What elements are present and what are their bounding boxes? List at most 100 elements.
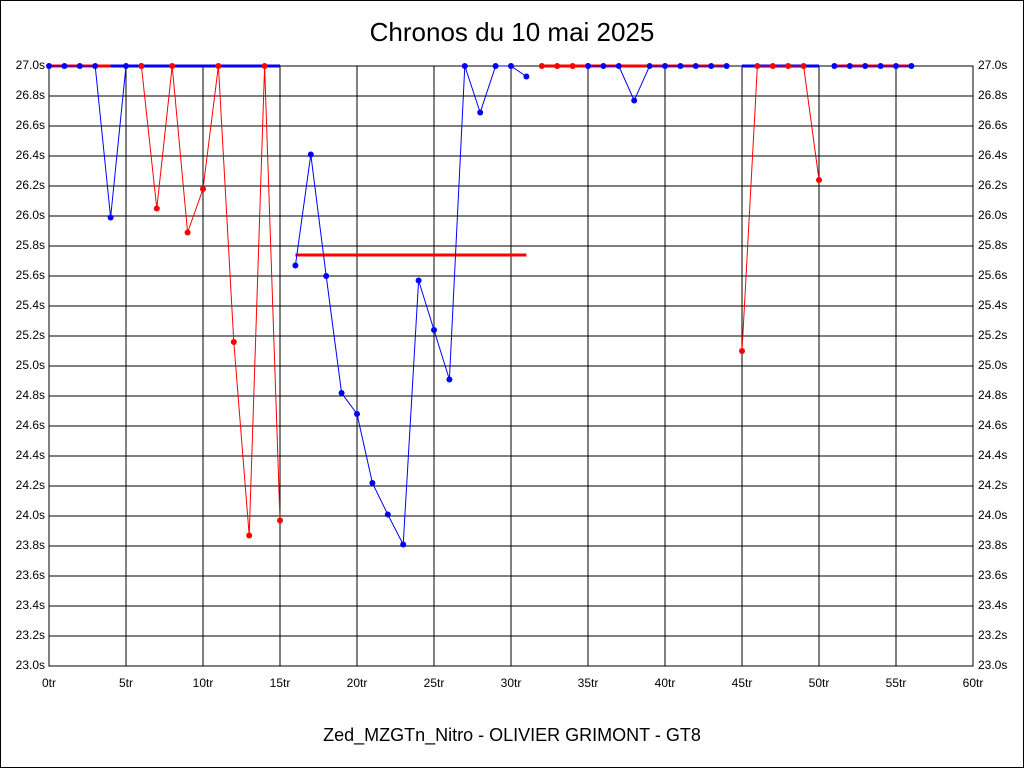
- y-tick-label-right: 23.6s: [978, 568, 1007, 582]
- data-point: [431, 327, 437, 333]
- x-tick-label: 45tr: [732, 676, 753, 690]
- data-point: [246, 532, 253, 539]
- data-point: [200, 186, 206, 192]
- y-tick-label: 25.8s: [16, 238, 45, 252]
- data-point: [384, 511, 391, 518]
- data-point: [692, 63, 699, 69]
- data-point: [369, 480, 376, 486]
- x-tick-label: 30tr: [501, 676, 522, 690]
- x-tick-label: 20tr: [347, 676, 368, 690]
- data-point: [846, 63, 853, 69]
- x-tick-label: 5tr: [119, 676, 133, 690]
- y-tick-label: 25.6s: [16, 268, 45, 282]
- data-point: [92, 63, 99, 69]
- data-point: [153, 205, 160, 212]
- y-tick-label-right: 23.8s: [978, 538, 1007, 552]
- y-tick-label-right: 24.8s: [978, 388, 1007, 402]
- data-point: [138, 63, 145, 69]
- x-tick-label: 0tr: [42, 676, 56, 690]
- data-point: [76, 63, 83, 69]
- y-tick-label: 24.0s: [16, 508, 45, 522]
- y-tick-label: 26.0s: [16, 208, 45, 222]
- data-point: [615, 63, 622, 69]
- x-axis-label: Zed_MZGTn_Nitro - OLIVIER GRIMONT - GT8: [323, 725, 701, 746]
- data-point: [785, 63, 792, 69]
- y-tick-label: 23.8s: [16, 538, 45, 552]
- data-point: [477, 109, 484, 116]
- data-point: [307, 151, 314, 158]
- y-tick-label: 25.0s: [16, 358, 45, 372]
- y-tick-label-right: 25.0s: [978, 358, 1007, 372]
- y-tick-label: 23.6s: [16, 568, 45, 582]
- y-tick-label: 25.2s: [16, 328, 45, 342]
- data-point: [600, 63, 607, 69]
- data-point: [662, 63, 668, 69]
- data-point: [569, 63, 576, 69]
- data-point: [723, 63, 730, 69]
- data-point: [893, 63, 899, 69]
- data-point: [646, 63, 653, 69]
- data-point: [585, 63, 591, 69]
- y-tick-label: 26.6s: [16, 118, 45, 132]
- data-point: [908, 63, 915, 69]
- x-tick-label: 10tr: [193, 676, 214, 690]
- y-tick-label: 24.8s: [16, 388, 45, 402]
- x-tick-label: 55tr: [886, 676, 907, 690]
- y-tick-label-right: 23.2s: [978, 628, 1007, 642]
- data-point: [554, 63, 561, 69]
- data-point: [123, 63, 129, 69]
- y-tick-label-right: 26.4s: [978, 148, 1007, 162]
- data-point: [831, 63, 838, 69]
- y-tick-label: 24.6s: [16, 418, 45, 432]
- data-point: [230, 339, 237, 345]
- x-tick-label: 35tr: [578, 676, 599, 690]
- data-point: [508, 63, 514, 69]
- data-point: [862, 63, 869, 69]
- y-tick-label-right: 25.2s: [978, 328, 1007, 342]
- series-line: [294, 65, 527, 547]
- y-tick-label-right: 25.4s: [978, 298, 1007, 312]
- data-point: [338, 390, 345, 396]
- data-point: [677, 63, 684, 69]
- x-tick-label: 50tr: [809, 676, 830, 690]
- data-point: [107, 214, 114, 221]
- y-tick-label: 23.2s: [16, 628, 45, 642]
- y-tick-label: 25.4s: [16, 298, 45, 312]
- data-point: [523, 73, 530, 80]
- data-point: [261, 63, 268, 69]
- y-tick-label-right: 25.6s: [978, 268, 1007, 282]
- y-tick-label: 24.4s: [16, 448, 45, 462]
- y-tick-label-right: 26.6s: [978, 118, 1007, 132]
- y-tick-label-right: 24.2s: [978, 478, 1007, 492]
- data-point: [769, 63, 776, 69]
- data-point: [400, 541, 407, 548]
- series-line: [140, 65, 281, 536]
- data-point: [708, 63, 715, 69]
- y-tick-label-right: 26.2s: [978, 178, 1007, 192]
- data-point: [816, 177, 822, 183]
- data-point: [292, 262, 299, 269]
- data-point: [461, 63, 468, 69]
- data-point: [277, 517, 283, 524]
- y-tick-label-right: 24.0s: [978, 508, 1007, 522]
- y-tick-label: 23.0s: [16, 658, 45, 672]
- y-tick-label-right: 23.0s: [978, 658, 1007, 672]
- data-point: [169, 63, 176, 69]
- data-point: [323, 273, 330, 279]
- y-tick-label: 26.8s: [16, 88, 45, 102]
- y-tick-label-right: 26.0s: [978, 208, 1007, 222]
- y-tick-label-right: 27.0s: [978, 58, 1007, 72]
- x-tick-label: 25tr: [424, 676, 445, 690]
- data-point: [754, 63, 761, 69]
- x-tick-label: 40tr: [655, 676, 676, 690]
- data-point: [215, 63, 222, 69]
- data-point: [61, 63, 68, 69]
- x-tick-label: 60tr: [963, 676, 984, 690]
- data-point: [739, 348, 745, 354]
- y-tick-label-right: 26.8s: [978, 88, 1007, 102]
- y-tick-label-right: 24.4s: [978, 448, 1007, 462]
- x-tick-label: 15tr: [270, 676, 291, 690]
- data-point: [631, 97, 638, 104]
- y-tick-label-right: 24.6s: [978, 418, 1007, 432]
- series-line: [741, 65, 820, 352]
